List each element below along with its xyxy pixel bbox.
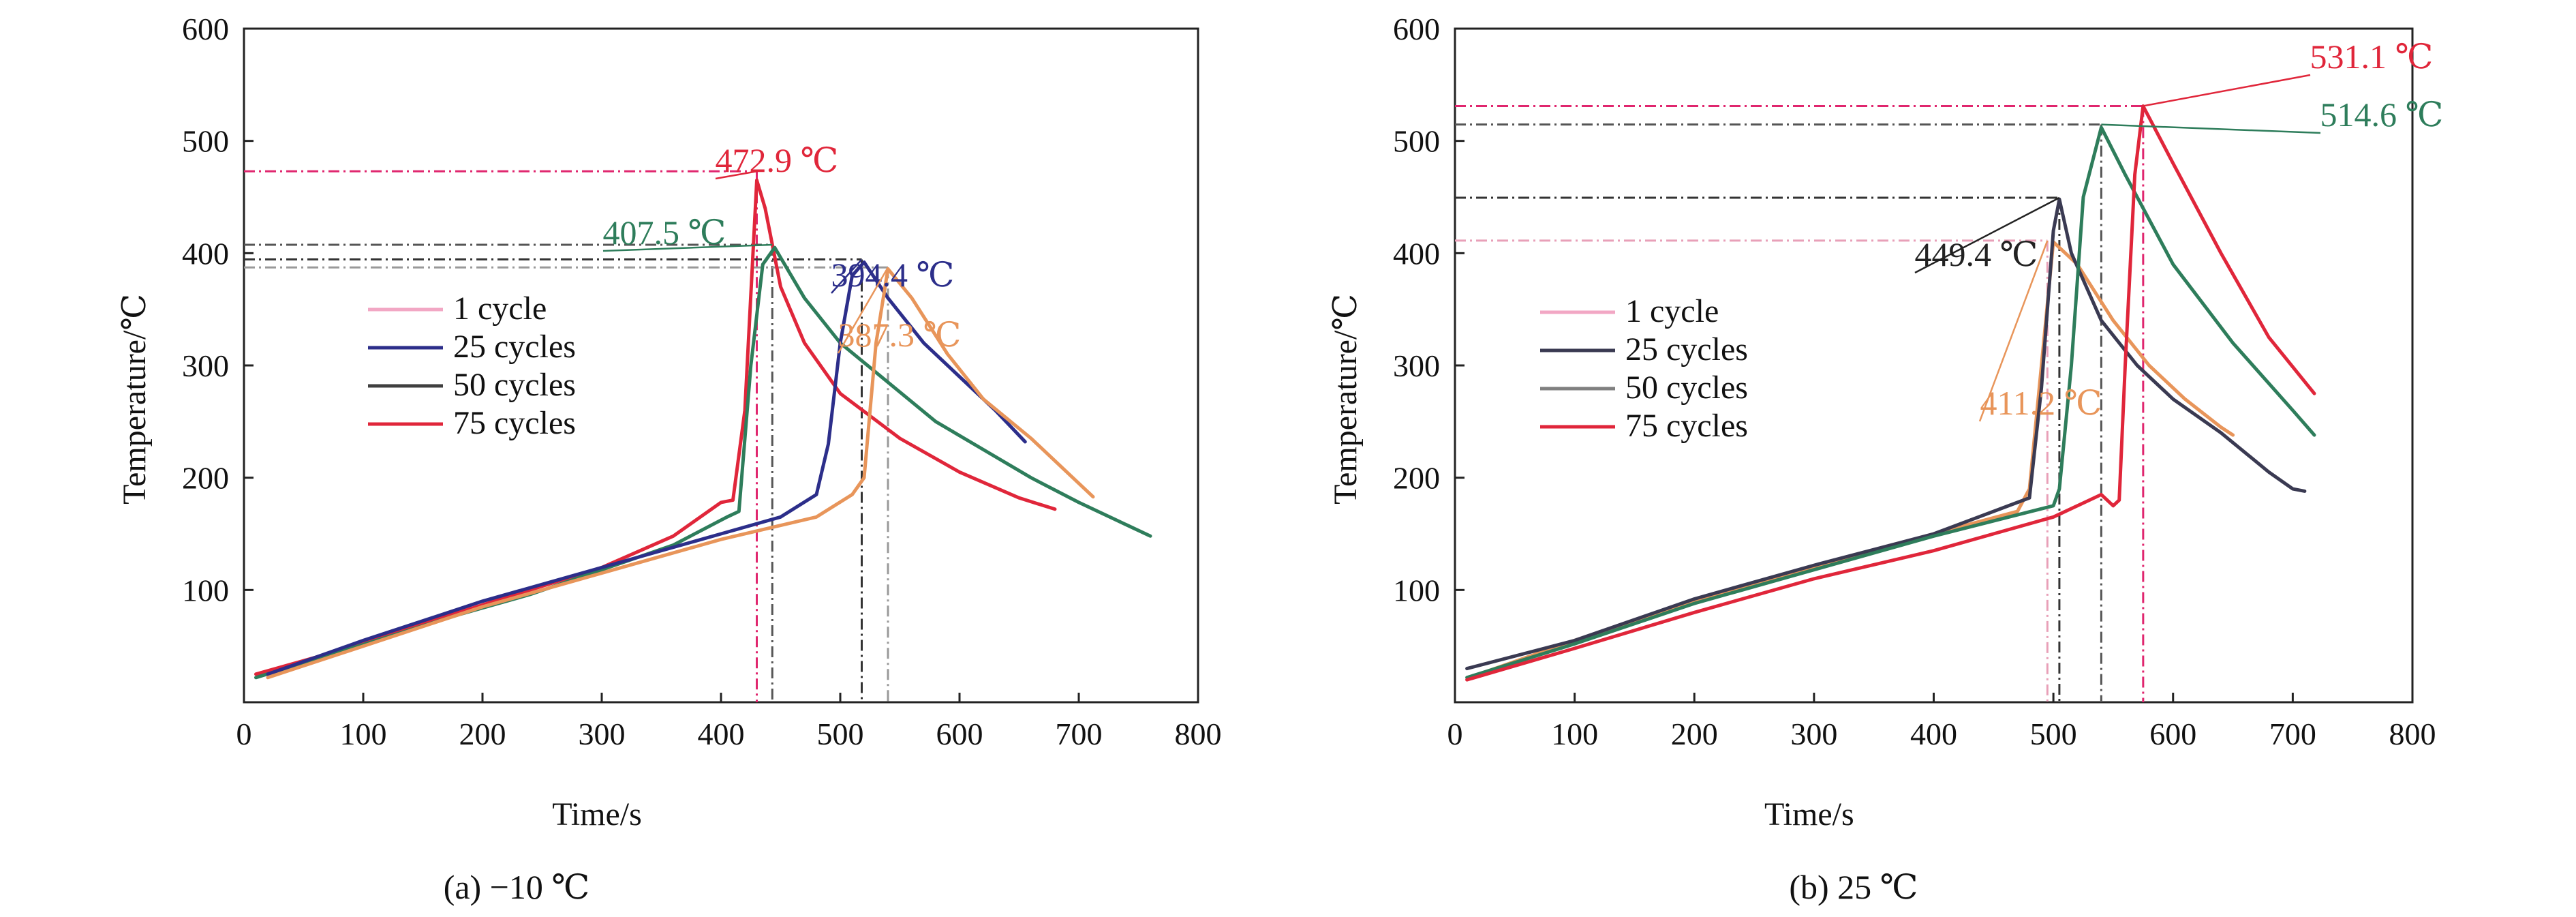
- x-tick-label: 400: [698, 717, 745, 751]
- x-tick-label: 100: [1551, 717, 1598, 751]
- legend-label: 1 cycle: [1625, 293, 1719, 329]
- y-axis-label: Temperature/℃: [117, 294, 153, 505]
- x-tick-label: 200: [459, 717, 506, 751]
- x-axis-label: Time/s: [552, 796, 642, 832]
- legend-label: 75 cycles: [1625, 408, 1748, 444]
- series-line-3: [1465, 125, 2316, 680]
- peak-label: 387.3 ℃: [838, 316, 962, 354]
- panel-a-chart: 0 100 200 300 400 500 600 700 800 100 200 300 400 500…: [117, 12, 1222, 906]
- peak-label: 407.5 ℃: [603, 213, 726, 252]
- x-tick-label: 800: [1175, 717, 1222, 751]
- peak-leader: [1978, 240, 2049, 422]
- series-line-1: [254, 178, 1057, 676]
- y-tick-label: 400: [182, 236, 229, 271]
- y-tick-label: 300: [182, 348, 229, 383]
- peak-leader: [715, 170, 757, 180]
- series-line-2: [254, 245, 1152, 680]
- legend-label: 1 cycle: [453, 290, 547, 327]
- x-tick-label: 200: [1671, 717, 1718, 751]
- series-line-4: [266, 267, 1095, 680]
- y-tick-label: 300: [1393, 348, 1440, 383]
- x-tick-label: 700: [1056, 717, 1103, 751]
- y-tick-label: 500: [1393, 124, 1440, 159]
- peak-leader: [1914, 196, 2060, 274]
- legend-label: 75 cycles: [453, 405, 576, 441]
- peak-label: 411.2 ℃: [1980, 384, 2102, 422]
- series-line-4: [1465, 104, 2316, 682]
- x-axis-label: Time/s: [1764, 796, 1854, 832]
- series-line-2: [1465, 197, 2307, 671]
- panel-caption: (a) −10 ℃: [444, 868, 590, 906]
- y-tick-label: 100: [182, 573, 229, 607]
- peak-label: 449.4 ℃: [1915, 235, 2038, 273]
- x-tick-label: 700: [2269, 717, 2316, 751]
- y-tick-label: 200: [182, 461, 229, 496]
- x-tick-label: 300: [1790, 717, 1837, 751]
- peak-label: 514.6 ℃: [2320, 95, 2444, 134]
- y-tick-label: 200: [1393, 461, 1440, 496]
- y-tick-label: 600: [182, 12, 229, 46]
- x-tick-label: 0: [1447, 717, 1463, 751]
- peak-label: 394.4 ℃: [831, 256, 955, 294]
- x-tick-label: 500: [2030, 717, 2077, 751]
- peak-label: 472.9 ℃: [716, 141, 839, 179]
- y-tick-label: 100: [1393, 573, 1440, 607]
- series-line-3: [266, 260, 1027, 676]
- x-tick-label: 600: [936, 717, 983, 751]
- peak-leader: [2143, 74, 2311, 107]
- plot-frame: [1454, 27, 2414, 704]
- legend-label: 50 cycles: [453, 367, 576, 403]
- peak-leader: [602, 243, 773, 252]
- legend-label: 50 cycles: [1625, 370, 1748, 406]
- y-axis-label: Temperature/℃: [1328, 294, 1364, 505]
- y-tick-label: 400: [1393, 236, 1440, 271]
- x-tick-label: 800: [2389, 717, 2436, 751]
- panel-caption: (b) 25 ℃: [1789, 868, 1918, 906]
- x-tick-label: 600: [2149, 717, 2196, 751]
- x-tick-label: 400: [1910, 717, 1957, 751]
- peak-label: 531.1 ℃: [2310, 37, 2434, 76]
- x-tick-label: 500: [817, 717, 864, 751]
- peak-leader: [837, 267, 889, 354]
- peak-leader: [2101, 123, 2321, 134]
- x-tick-label: 100: [340, 717, 387, 751]
- x-tick-label: 300: [579, 717, 626, 751]
- panel-b-chart: 0 100 200 300 400 500 600 700 800 100 200 300 400 500…: [1328, 12, 2443, 906]
- y-tick-label: 600: [1393, 12, 1440, 46]
- plot-frame: [243, 27, 1199, 704]
- peak-leader: [831, 258, 863, 294]
- legend-label: 25 cycles: [1625, 331, 1748, 367]
- legend-label: 25 cycles: [453, 329, 576, 365]
- x-tick-label: 0: [236, 717, 252, 751]
- y-tick-label: 500: [182, 124, 229, 159]
